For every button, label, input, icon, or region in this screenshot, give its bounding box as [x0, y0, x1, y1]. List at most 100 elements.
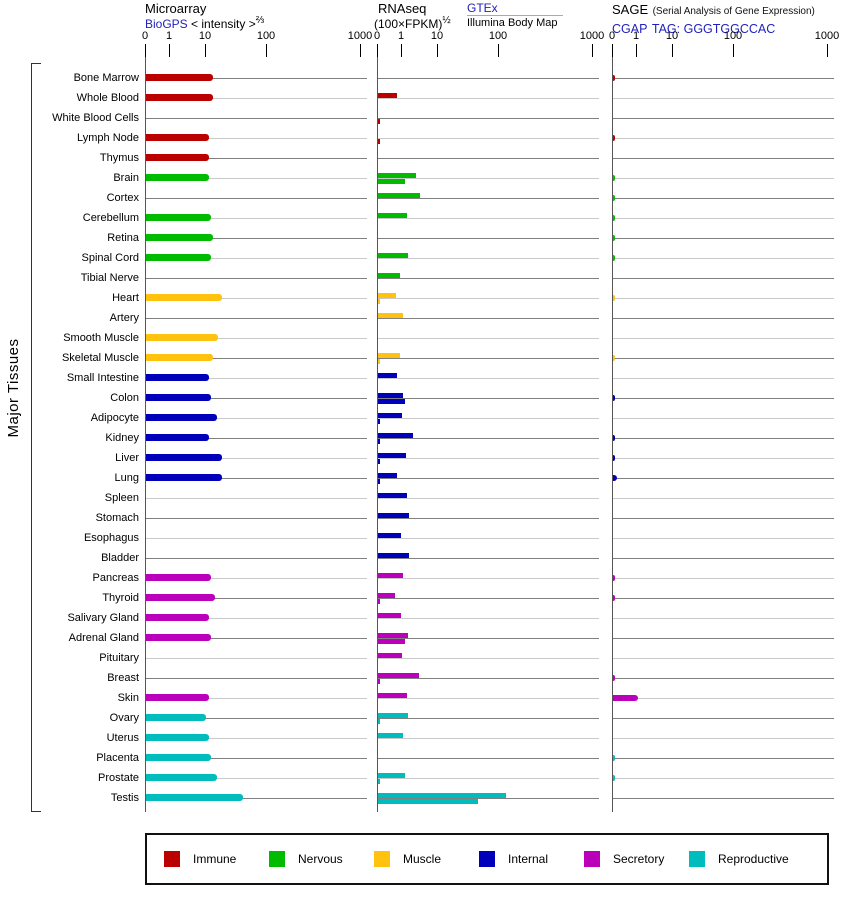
biogps-link[interactable]: BioGPS: [145, 17, 188, 31]
gtex-underline: [467, 15, 563, 16]
cgap-link[interactable]: CGAP: [612, 22, 648, 36]
gtex-bar: [378, 473, 398, 478]
gtex-bar: [378, 713, 409, 718]
microarray-bar: [146, 774, 217, 781]
legend-swatch: [479, 851, 495, 867]
microarray-bar: [146, 714, 206, 721]
axis-tick: [498, 44, 499, 57]
row-gridline: [378, 738, 599, 739]
illumina-bar: [378, 299, 381, 304]
row-gridline: [613, 278, 834, 279]
tissue-label: Thyroid: [102, 592, 139, 604]
row-gridline: [613, 178, 834, 179]
legend-swatch: [269, 851, 285, 867]
illumina-bar: [378, 779, 381, 784]
tissue-label: Spinal Cord: [81, 252, 139, 264]
gtex-bar: [378, 693, 408, 698]
row-gridline: [146, 558, 367, 559]
row-gridline: [378, 98, 599, 99]
bracket-bottom-tick: [31, 811, 41, 812]
row-gridline: [378, 578, 599, 579]
row-gridline: [613, 798, 834, 799]
legend-label: Reproductive: [718, 852, 789, 866]
rnaseq-title: RNAseq: [378, 1, 427, 16]
tissue-label: Artery: [109, 312, 139, 324]
gtex-link[interactable]: GTEx: [467, 1, 498, 15]
gtex-bar: [378, 633, 408, 638]
illumina-bar: [378, 359, 381, 364]
gtex-bar: [378, 413, 402, 418]
row-gridline: [378, 618, 599, 619]
row-gridline: [378, 638, 599, 639]
illumina-bar: [378, 179, 405, 184]
sage-bar: [613, 775, 616, 781]
tissue-label: Skeletal Muscle: [61, 352, 139, 364]
legend-item: Nervous: [269, 851, 374, 867]
microarray-bar: [146, 354, 213, 361]
axis-tick-label: 1: [165, 30, 173, 42]
microarray-bar: [146, 214, 211, 221]
axis-tick: [266, 44, 267, 57]
row-gridline: [146, 298, 367, 299]
tissue-label: Smooth Muscle: [63, 332, 139, 344]
tissue-label: Salivary Gland: [67, 612, 139, 624]
row-gridline: [613, 518, 834, 519]
microarray-bar: [146, 234, 213, 241]
illumina-bar: [378, 119, 381, 124]
axis-tick-label: 0: [141, 30, 149, 42]
microarray-bar: [146, 474, 222, 481]
tissue-label: Adipocyte: [90, 412, 139, 424]
legend-item: Secretory: [584, 851, 689, 867]
sage-bar: [613, 455, 616, 461]
microarray-bar: [146, 154, 209, 161]
legend-item: Reproductive: [689, 851, 794, 867]
row-gridline: [378, 318, 599, 319]
row-gridline: [378, 698, 599, 699]
row-gridline: [146, 618, 367, 619]
illumina-bar: [378, 139, 381, 144]
row-gridline: [613, 778, 834, 779]
tissue-label: Kidney: [105, 432, 139, 444]
sage-bar: [613, 235, 616, 241]
row-gridline: [613, 298, 834, 299]
row-gridline: [146, 398, 367, 399]
row-gridline: [378, 238, 599, 239]
gtex-bar: [378, 553, 410, 558]
legend-item: Internal: [479, 851, 584, 867]
row-gridline: [378, 218, 599, 219]
axis-tick-label: 1: [397, 30, 405, 42]
row-gridline: [146, 378, 367, 379]
row-gridline: [378, 458, 599, 459]
tissue-label: Lung: [114, 472, 139, 484]
illumina-bar: [378, 719, 381, 724]
gtex-bar: [378, 93, 398, 98]
microarray-bar: [146, 794, 243, 801]
row-gridline: [378, 138, 599, 139]
tissue-label: Uterus: [106, 732, 139, 744]
axis-tick: [636, 44, 637, 57]
legend-item: Muscle: [374, 851, 479, 867]
tissue-label: Lymph Node: [77, 132, 139, 144]
illumina-bar: [378, 679, 381, 684]
row-gridline: [613, 338, 834, 339]
row-gridline: [146, 478, 367, 479]
row-gridline: [146, 518, 367, 519]
sage-bar: [613, 355, 616, 361]
row-gridline: [613, 698, 834, 699]
row-gridline: [146, 418, 367, 419]
tissue-label: Ovary: [109, 712, 139, 724]
illumina-body-map-label: Illumina Body Map: [467, 17, 558, 29]
row-gridline: [613, 578, 834, 579]
major-tissues-label: Major Tissues: [5, 338, 22, 438]
row-gridline: [378, 438, 599, 439]
gtex-bar: [378, 373, 398, 378]
sage-bar: [613, 475, 618, 481]
microarray-title: Microarray: [145, 1, 207, 16]
row-gridline: [378, 198, 599, 199]
axis-tick: [377, 44, 378, 57]
row-gridline: [378, 278, 599, 279]
row-gridline: [146, 138, 367, 139]
tissue-label: Skin: [117, 692, 139, 704]
tissue-label: Cortex: [106, 192, 139, 204]
